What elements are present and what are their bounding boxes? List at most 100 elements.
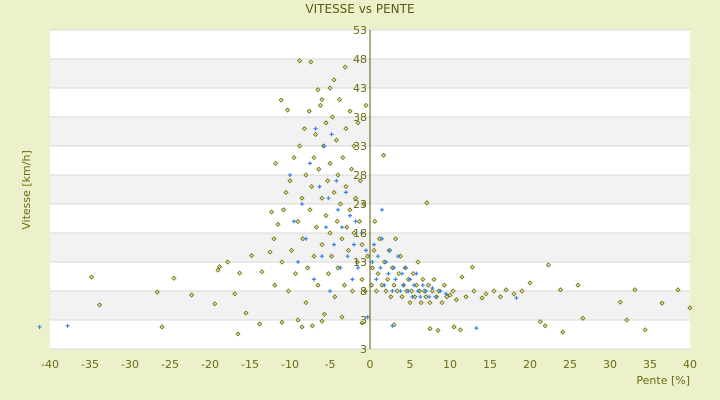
data-point [497, 294, 503, 300]
data-point [687, 305, 693, 311]
data-point [319, 318, 325, 324]
data-point [479, 295, 485, 301]
data-point [321, 311, 327, 317]
data-point [370, 260, 375, 264]
data-point [390, 323, 395, 328]
data-point [511, 291, 517, 297]
data-point [396, 271, 402, 277]
data-point [342, 64, 348, 70]
y-tick-label: 18 [353, 227, 367, 240]
y-tick-label: 3 [360, 314, 367, 327]
data-point [575, 282, 581, 288]
data-point [295, 317, 301, 323]
data-point [315, 87, 321, 93]
data-point [232, 291, 238, 297]
data-point [217, 264, 223, 270]
data-point [385, 276, 391, 282]
data-point [334, 218, 340, 224]
data-point [329, 114, 335, 120]
data-point [354, 259, 360, 265]
data-point [364, 248, 368, 253]
data-point [414, 271, 419, 276]
data-point [275, 221, 281, 227]
data-point [339, 314, 345, 320]
x-tick-label: -15 [241, 358, 259, 371]
data-point [388, 294, 394, 300]
y-tick-label: 38 [353, 111, 367, 124]
data-point [324, 225, 328, 230]
data-point [322, 144, 327, 148]
x-tick-label: -5 [325, 358, 336, 371]
data-point [355, 120, 361, 126]
data-point [624, 317, 630, 323]
data-point [377, 236, 383, 242]
data-point [243, 310, 249, 316]
data-point [527, 280, 533, 286]
data-point [382, 283, 387, 288]
data-point [225, 259, 231, 265]
data-point [401, 283, 406, 288]
data-point [375, 271, 381, 277]
data-point [365, 253, 371, 259]
data-point [398, 289, 403, 293]
data-point [427, 300, 433, 306]
data-point [308, 59, 314, 65]
data-point [272, 282, 278, 288]
data-point [336, 207, 340, 212]
data-point [328, 289, 332, 293]
x-tick-label: -40 [41, 358, 59, 371]
x-tick-label: 40 [683, 358, 697, 371]
data-point [429, 288, 435, 294]
data-point [406, 289, 411, 293]
data-point [413, 282, 419, 288]
data-point [319, 97, 325, 103]
data-point [357, 218, 363, 224]
data-point [333, 137, 339, 143]
x-tick-label: -10 [281, 358, 299, 371]
data-point [311, 155, 317, 161]
data-point [424, 200, 430, 206]
x-tick-label: 0 [367, 358, 374, 371]
data-point [580, 315, 586, 321]
data-point [557, 287, 563, 293]
data-point [235, 331, 241, 337]
data-point [542, 323, 548, 329]
data-point [347, 108, 353, 114]
data-point [300, 202, 304, 206]
data-point [348, 213, 352, 218]
data-point [675, 287, 681, 293]
data-point [396, 254, 400, 259]
data-point [295, 218, 301, 224]
data-point [344, 224, 350, 230]
data-point [326, 196, 331, 201]
data-point [347, 207, 353, 213]
data-point [345, 254, 350, 259]
data-point [304, 236, 308, 241]
data-point [393, 236, 399, 242]
data-point [341, 282, 347, 288]
data-point [319, 195, 325, 201]
data-point [453, 297, 459, 303]
data-point [215, 267, 221, 273]
data-point [313, 224, 319, 230]
x-tick-label: 15 [483, 358, 497, 371]
data-point [393, 277, 398, 282]
data-point [361, 201, 367, 207]
data-point [331, 189, 337, 195]
data-point [359, 242, 365, 248]
data-point [424, 289, 428, 293]
data-point [340, 225, 344, 230]
data-point [97, 302, 103, 308]
data-point [435, 327, 441, 334]
data-point [249, 253, 255, 259]
data-point [380, 236, 384, 241]
data-point [418, 300, 424, 306]
data-point [329, 253, 335, 259]
data-point [632, 287, 638, 293]
data-point [388, 248, 392, 253]
data-point [441, 282, 447, 288]
data-point [332, 242, 336, 247]
y-tick-label: 53 [353, 24, 367, 37]
data-point [365, 315, 370, 320]
data-point [320, 254, 324, 259]
